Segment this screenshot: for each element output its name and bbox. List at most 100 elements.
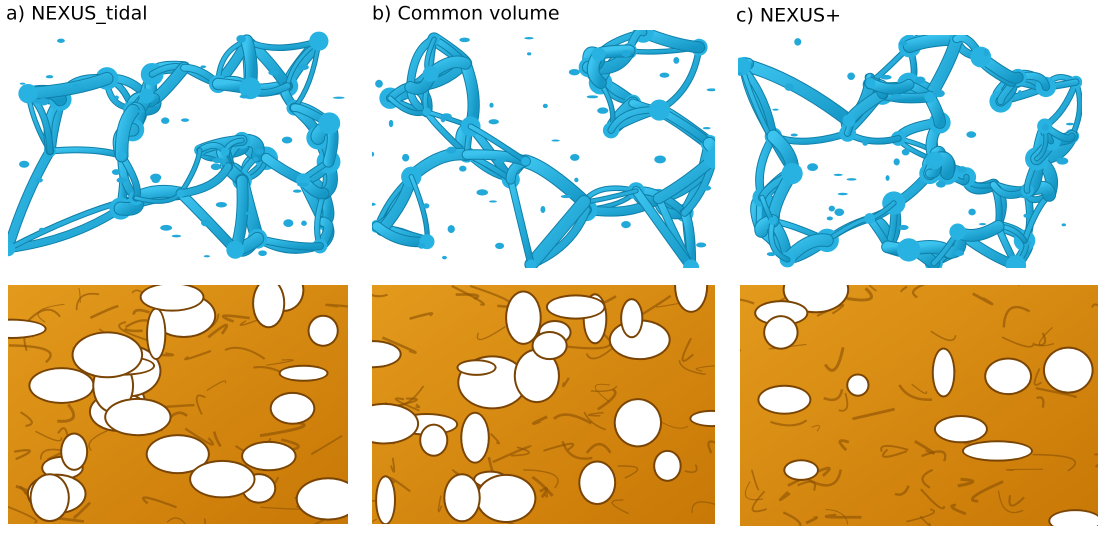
shade-line	[26, 308, 61, 323]
hole	[622, 300, 642, 337]
blob	[568, 68, 580, 76]
blob	[898, 41, 908, 46]
shade-line	[911, 383, 928, 394]
node	[176, 189, 185, 198]
shade-line	[543, 442, 575, 452]
hole	[1050, 511, 1098, 526]
shade-line	[868, 285, 877, 292]
blob	[654, 155, 666, 164]
hole	[676, 285, 707, 311]
blob	[696, 242, 707, 248]
blob	[847, 72, 855, 80]
shade-line	[1017, 285, 1020, 287]
shade-line	[957, 477, 975, 488]
filament	[738, 59, 855, 127]
blob	[375, 79, 383, 88]
filament	[508, 176, 534, 268]
blob	[245, 211, 252, 215]
blob	[236, 34, 246, 43]
shade-line	[184, 427, 215, 446]
node	[865, 77, 876, 89]
shade-line	[394, 397, 420, 412]
shade-line	[972, 292, 994, 306]
node	[521, 156, 530, 166]
node	[924, 91, 936, 103]
node	[139, 88, 155, 104]
blob	[766, 252, 776, 257]
panel-label: c) NEXUS+	[736, 5, 841, 27]
node	[925, 151, 944, 170]
shade-line	[266, 359, 294, 366]
shade-line	[594, 383, 611, 403]
blob	[1061, 223, 1066, 227]
shade-line	[997, 490, 1024, 514]
shade-line	[590, 385, 618, 393]
blob	[862, 139, 869, 146]
blob	[459, 165, 467, 172]
blob	[114, 95, 119, 100]
density-render	[8, 285, 348, 524]
shade-line	[203, 518, 207, 524]
hole	[515, 350, 558, 402]
shade-line	[544, 492, 549, 498]
node	[220, 147, 230, 157]
blob	[298, 64, 309, 71]
shade-line	[390, 457, 396, 473]
shade-line	[882, 448, 908, 458]
blob	[1065, 122, 1075, 126]
blob	[35, 177, 43, 183]
shade-line	[678, 360, 706, 376]
shade-line	[562, 377, 570, 388]
shade-line	[564, 333, 612, 350]
blob	[524, 36, 534, 40]
shade-line	[824, 347, 845, 372]
shade-line	[691, 501, 715, 513]
blob	[936, 180, 946, 188]
blob	[210, 163, 221, 171]
shade-line	[911, 285, 926, 299]
node	[683, 259, 700, 268]
blob	[402, 153, 410, 162]
blob	[161, 117, 170, 124]
blob	[281, 136, 293, 144]
hole	[191, 461, 254, 497]
blob	[32, 99, 42, 104]
shade-line	[1002, 305, 1031, 328]
node	[768, 216, 777, 226]
hole	[377, 477, 395, 524]
blob	[1017, 90, 1022, 96]
hole	[1044, 348, 1092, 392]
filament	[468, 124, 528, 164]
blob	[57, 38, 65, 43]
shade-line	[14, 449, 32, 461]
shade-line	[123, 327, 143, 333]
shade-line	[750, 469, 760, 491]
shade-line	[585, 442, 612, 454]
shade-line	[207, 323, 229, 339]
blob	[574, 177, 579, 183]
blob	[476, 189, 489, 196]
node	[239, 77, 262, 100]
shade-line	[415, 403, 421, 409]
shade-line	[950, 503, 967, 516]
shade-line	[838, 439, 850, 452]
blob	[703, 185, 712, 191]
shade-line	[587, 411, 604, 417]
blob	[372, 202, 376, 206]
node	[897, 238, 921, 262]
blob	[332, 96, 345, 99]
node	[864, 213, 876, 224]
shade-line	[807, 469, 843, 487]
blob	[239, 94, 250, 99]
shade-line	[1033, 368, 1042, 386]
filament	[8, 205, 124, 253]
hole	[445, 475, 479, 521]
shade-line	[1001, 336, 1035, 348]
blob	[932, 89, 945, 98]
shade-line	[617, 465, 639, 479]
node	[422, 107, 431, 117]
shade-line	[118, 321, 151, 343]
blob	[116, 177, 128, 184]
node	[18, 83, 38, 104]
